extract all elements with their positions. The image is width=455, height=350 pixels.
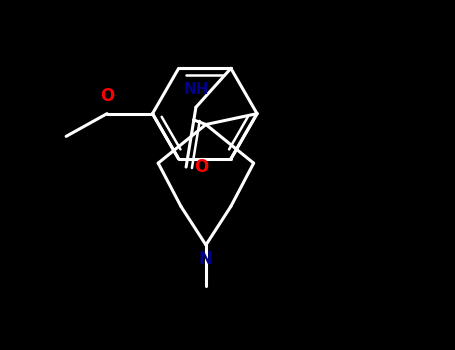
Text: NH: NH xyxy=(183,82,209,97)
Text: O: O xyxy=(100,88,114,105)
Text: N: N xyxy=(199,250,213,267)
Text: O: O xyxy=(194,158,208,176)
